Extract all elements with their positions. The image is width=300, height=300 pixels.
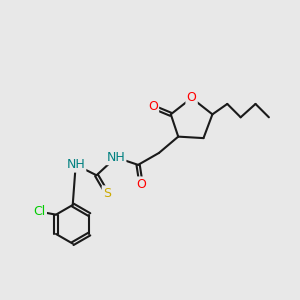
Text: NH: NH	[66, 158, 85, 171]
Text: Cl: Cl	[34, 205, 46, 218]
Text: O: O	[148, 100, 158, 113]
Text: O: O	[136, 178, 146, 191]
Text: O: O	[187, 92, 196, 104]
Text: NH: NH	[106, 151, 125, 164]
Text: S: S	[103, 187, 111, 200]
